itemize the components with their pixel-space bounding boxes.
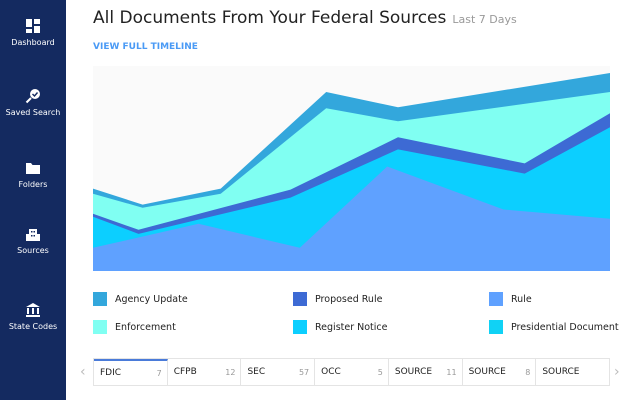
tab-source[interactable]: SOURCE 8 xyxy=(463,359,537,385)
tab-label: SOURCE xyxy=(394,367,433,377)
legend-item: Enforcement xyxy=(93,320,176,334)
sidebar-item-label: Saved Search xyxy=(5,108,61,117)
building-icon xyxy=(26,229,40,241)
legend-item: Agency Update xyxy=(93,292,188,306)
tab-count: 12 xyxy=(225,367,236,377)
tab-label: SEC xyxy=(247,367,266,377)
tab-source[interactable]: SOURCE 11 xyxy=(389,359,463,385)
stacked-area-chart xyxy=(93,66,610,271)
legend-label: Agency Update xyxy=(115,293,188,305)
tab-source[interactable]: FDIC 7 xyxy=(94,359,168,385)
legend-item: Proposed Rule xyxy=(293,292,382,306)
legend-swatch xyxy=(93,292,107,306)
sidebar-item-label: Folders xyxy=(18,180,48,189)
tab-source[interactable]: SEC 57 xyxy=(241,359,316,385)
sidebar-item-dashboard[interactable]: Dashboard xyxy=(0,18,66,47)
chevron-right-icon[interactable]: › xyxy=(614,364,620,380)
sidebar-item-sources[interactable]: Sources xyxy=(0,226,66,255)
tab-source[interactable]: OCC 5 xyxy=(315,359,389,385)
tab-source[interactable]: SOURCE xyxy=(536,359,609,385)
tab-count: 7 xyxy=(156,368,162,378)
title-text: All Documents From Your Federal Sources xyxy=(93,8,447,28)
area-rule xyxy=(93,166,610,271)
tab-count: 57 xyxy=(298,367,310,377)
date-range: Last 7 Days xyxy=(452,13,517,26)
sidebar-item-label: State Codes xyxy=(8,322,58,331)
tab-count: 8 xyxy=(525,367,531,377)
sidebar-item-folders[interactable]: Folders xyxy=(0,160,66,189)
view-full-timeline-link[interactable]: VIEW FULL TIMELINE xyxy=(93,42,198,52)
tab-count: 11 xyxy=(446,367,457,377)
tab-label: SOURCE xyxy=(542,367,580,377)
source-tabs: FDIC 7 CFPB 12 SEC 57 OCC 5 SOURCE 11 SOURCE 8 SOURC… xyxy=(93,358,610,386)
legend-label: Enforcement xyxy=(115,321,176,333)
folder-icon xyxy=(26,163,40,174)
legend-label: Presidential Document xyxy=(511,321,619,333)
legend-item: Presidential Document xyxy=(489,320,619,334)
sidebar-item-saved-search[interactable]: Saved Search xyxy=(0,88,66,117)
sidebar-item-label: Dashboard xyxy=(11,38,55,47)
tab-source[interactable]: CFPB 12 xyxy=(168,359,242,385)
tab-label: FDIC xyxy=(100,368,122,378)
legend-label: Rule xyxy=(511,293,532,305)
legend-swatch xyxy=(293,292,307,306)
legend-label: Proposed Rule xyxy=(315,293,383,305)
sidebar-item-label: Sources xyxy=(17,246,49,255)
legend-label: Register Notice xyxy=(315,321,388,333)
legend-item: Rule xyxy=(489,292,532,306)
sidebar: Dashboard Saved Search Folders Sources S… xyxy=(0,0,66,400)
tab-label: SOURCE xyxy=(468,367,506,377)
legend-swatch xyxy=(489,320,503,334)
dashboard-icon xyxy=(26,19,40,33)
tab-count: 5 xyxy=(377,367,383,377)
legend-swatch xyxy=(489,292,503,306)
legend-swatch xyxy=(93,320,107,334)
chevron-left-icon[interactable]: ‹ xyxy=(80,364,86,380)
saved-search-icon xyxy=(25,89,40,104)
tab-label: CFPB xyxy=(173,367,197,377)
tab-label: OCC xyxy=(321,367,341,377)
capitol-icon xyxy=(26,303,40,317)
legend-swatch xyxy=(293,320,307,334)
sidebar-item-state-codes[interactable]: State Codes xyxy=(0,302,66,331)
legend-item: Register Notice xyxy=(293,320,387,334)
page-title: All Documents From Your Federal Sources L… xyxy=(93,8,517,28)
